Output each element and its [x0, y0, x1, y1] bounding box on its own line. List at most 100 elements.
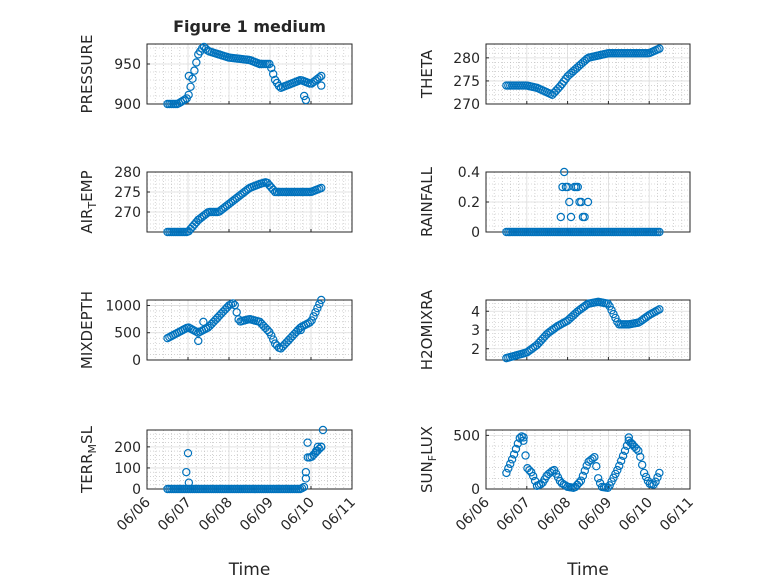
subplot-h2omixra: 2 3 4 H2OMIXRA	[418, 289, 691, 370]
y-axis-label: SUNFLUX	[418, 426, 439, 493]
data-point	[255, 59, 264, 69]
data-point	[519, 436, 528, 445]
data-point	[592, 462, 601, 471]
data-point	[507, 455, 517, 464]
data-point	[636, 452, 645, 462]
data-point	[632, 444, 641, 453]
data-point	[588, 454, 597, 463]
data-point	[305, 318, 314, 327]
x-tick-label: 06/09	[575, 495, 615, 535]
y-tick-label: 100	[114, 461, 141, 477]
y-tick-label: 280	[114, 165, 141, 181]
axes-frame	[146, 171, 353, 233]
data-point	[615, 461, 624, 471]
data-point	[582, 461, 591, 470]
data-point	[184, 478, 194, 487]
data-point	[639, 468, 649, 478]
y-tick-label: 0.2	[458, 195, 480, 211]
data-point	[232, 308, 241, 317]
data-point	[609, 309, 618, 319]
data-point	[576, 476, 586, 485]
data-point	[628, 439, 637, 449]
data-point	[194, 336, 203, 346]
subplot-pressure: 900 950 PRESSURE Figure 1 medium	[78, 17, 353, 114]
data-point	[184, 90, 193, 100]
y-axis-label-sub: F	[426, 455, 439, 461]
x-tick-label: 06/07	[155, 495, 195, 535]
data-point	[317, 442, 326, 452]
data-point	[299, 91, 309, 101]
data-point	[317, 71, 326, 81]
data-point	[301, 474, 311, 483]
data-point	[267, 63, 276, 73]
y-tick-label: 200	[114, 440, 141, 456]
axes-frame	[146, 43, 353, 105]
data-point	[594, 474, 603, 483]
data-point	[317, 81, 326, 90]
y-tick-label: 280	[453, 51, 480, 67]
data-point	[317, 295, 326, 305]
x-tick-label: 06/06	[453, 494, 493, 534]
data-point	[603, 483, 612, 493]
data-point	[228, 299, 238, 308]
data-point	[655, 305, 664, 314]
y-tick-label: 4	[471, 304, 480, 320]
data-point	[578, 471, 588, 481]
y-tick-label: 1000	[105, 298, 141, 314]
data-point	[521, 451, 530, 460]
y-tick-label: 0	[471, 482, 480, 498]
x-tick-label: 06/06	[114, 494, 154, 534]
data-point	[317, 183, 326, 193]
data-point	[303, 438, 312, 447]
y-axis-label: AIRTEMP	[78, 170, 99, 233]
axes-frame	[485, 43, 691, 105]
data-point	[269, 335, 278, 344]
data-point	[315, 299, 324, 309]
y-axis-label: RAINFALL	[418, 166, 436, 237]
data-point	[613, 465, 622, 475]
y-tick-label: 0	[132, 482, 141, 498]
data-point	[297, 484, 307, 493]
data-point	[506, 459, 515, 469]
data-point	[190, 66, 199, 75]
data-point	[192, 58, 201, 67]
y-axis-label-rest: SL	[78, 425, 96, 444]
data-point	[624, 433, 634, 442]
data-point	[561, 481, 570, 490]
data-point	[620, 446, 630, 455]
y-axis-label-main: SUN	[418, 461, 436, 493]
data-point	[527, 468, 536, 477]
subplot-terr_msl: 0 100 200 06/06 06/07 06/08 06/09 06/10 06/11 Tim…	[78, 425, 359, 580]
data-point	[616, 456, 626, 466]
y-tick-label: 500	[453, 428, 480, 444]
y-tick-label: 2	[471, 342, 480, 358]
y-axis-label: TERRMSL	[78, 425, 99, 494]
y-axis-label: PRESSURE	[78, 35, 96, 114]
y-tick-label: 270	[453, 97, 480, 113]
data-point	[182, 467, 191, 477]
y-tick-label: 270	[114, 205, 141, 221]
chart-title: Figure 1 medium	[173, 17, 326, 36]
data-point	[573, 182, 583, 192]
x-tick-label: 06/08	[196, 495, 236, 535]
y-axis-label-main: AIR	[78, 209, 96, 234]
data-point	[519, 433, 528, 442]
data-point	[651, 477, 660, 486]
data-point	[565, 197, 574, 207]
data-point	[504, 464, 513, 473]
data-point	[309, 312, 318, 321]
y-axis-label-rest: EMP	[78, 170, 96, 201]
y-tick-label: 0	[132, 353, 141, 369]
data-point	[566, 212, 576, 222]
data-point	[560, 167, 569, 177]
y-tick-label: 0.4	[458, 165, 480, 181]
x-axis-label: Time	[566, 560, 609, 580]
data-point	[607, 305, 616, 315]
data-point	[580, 212, 589, 222]
data-point	[655, 468, 664, 478]
y-axis-label-main: TERR	[78, 453, 96, 494]
data-point	[590, 452, 599, 462]
x-tick-label: 06/09	[237, 495, 277, 535]
